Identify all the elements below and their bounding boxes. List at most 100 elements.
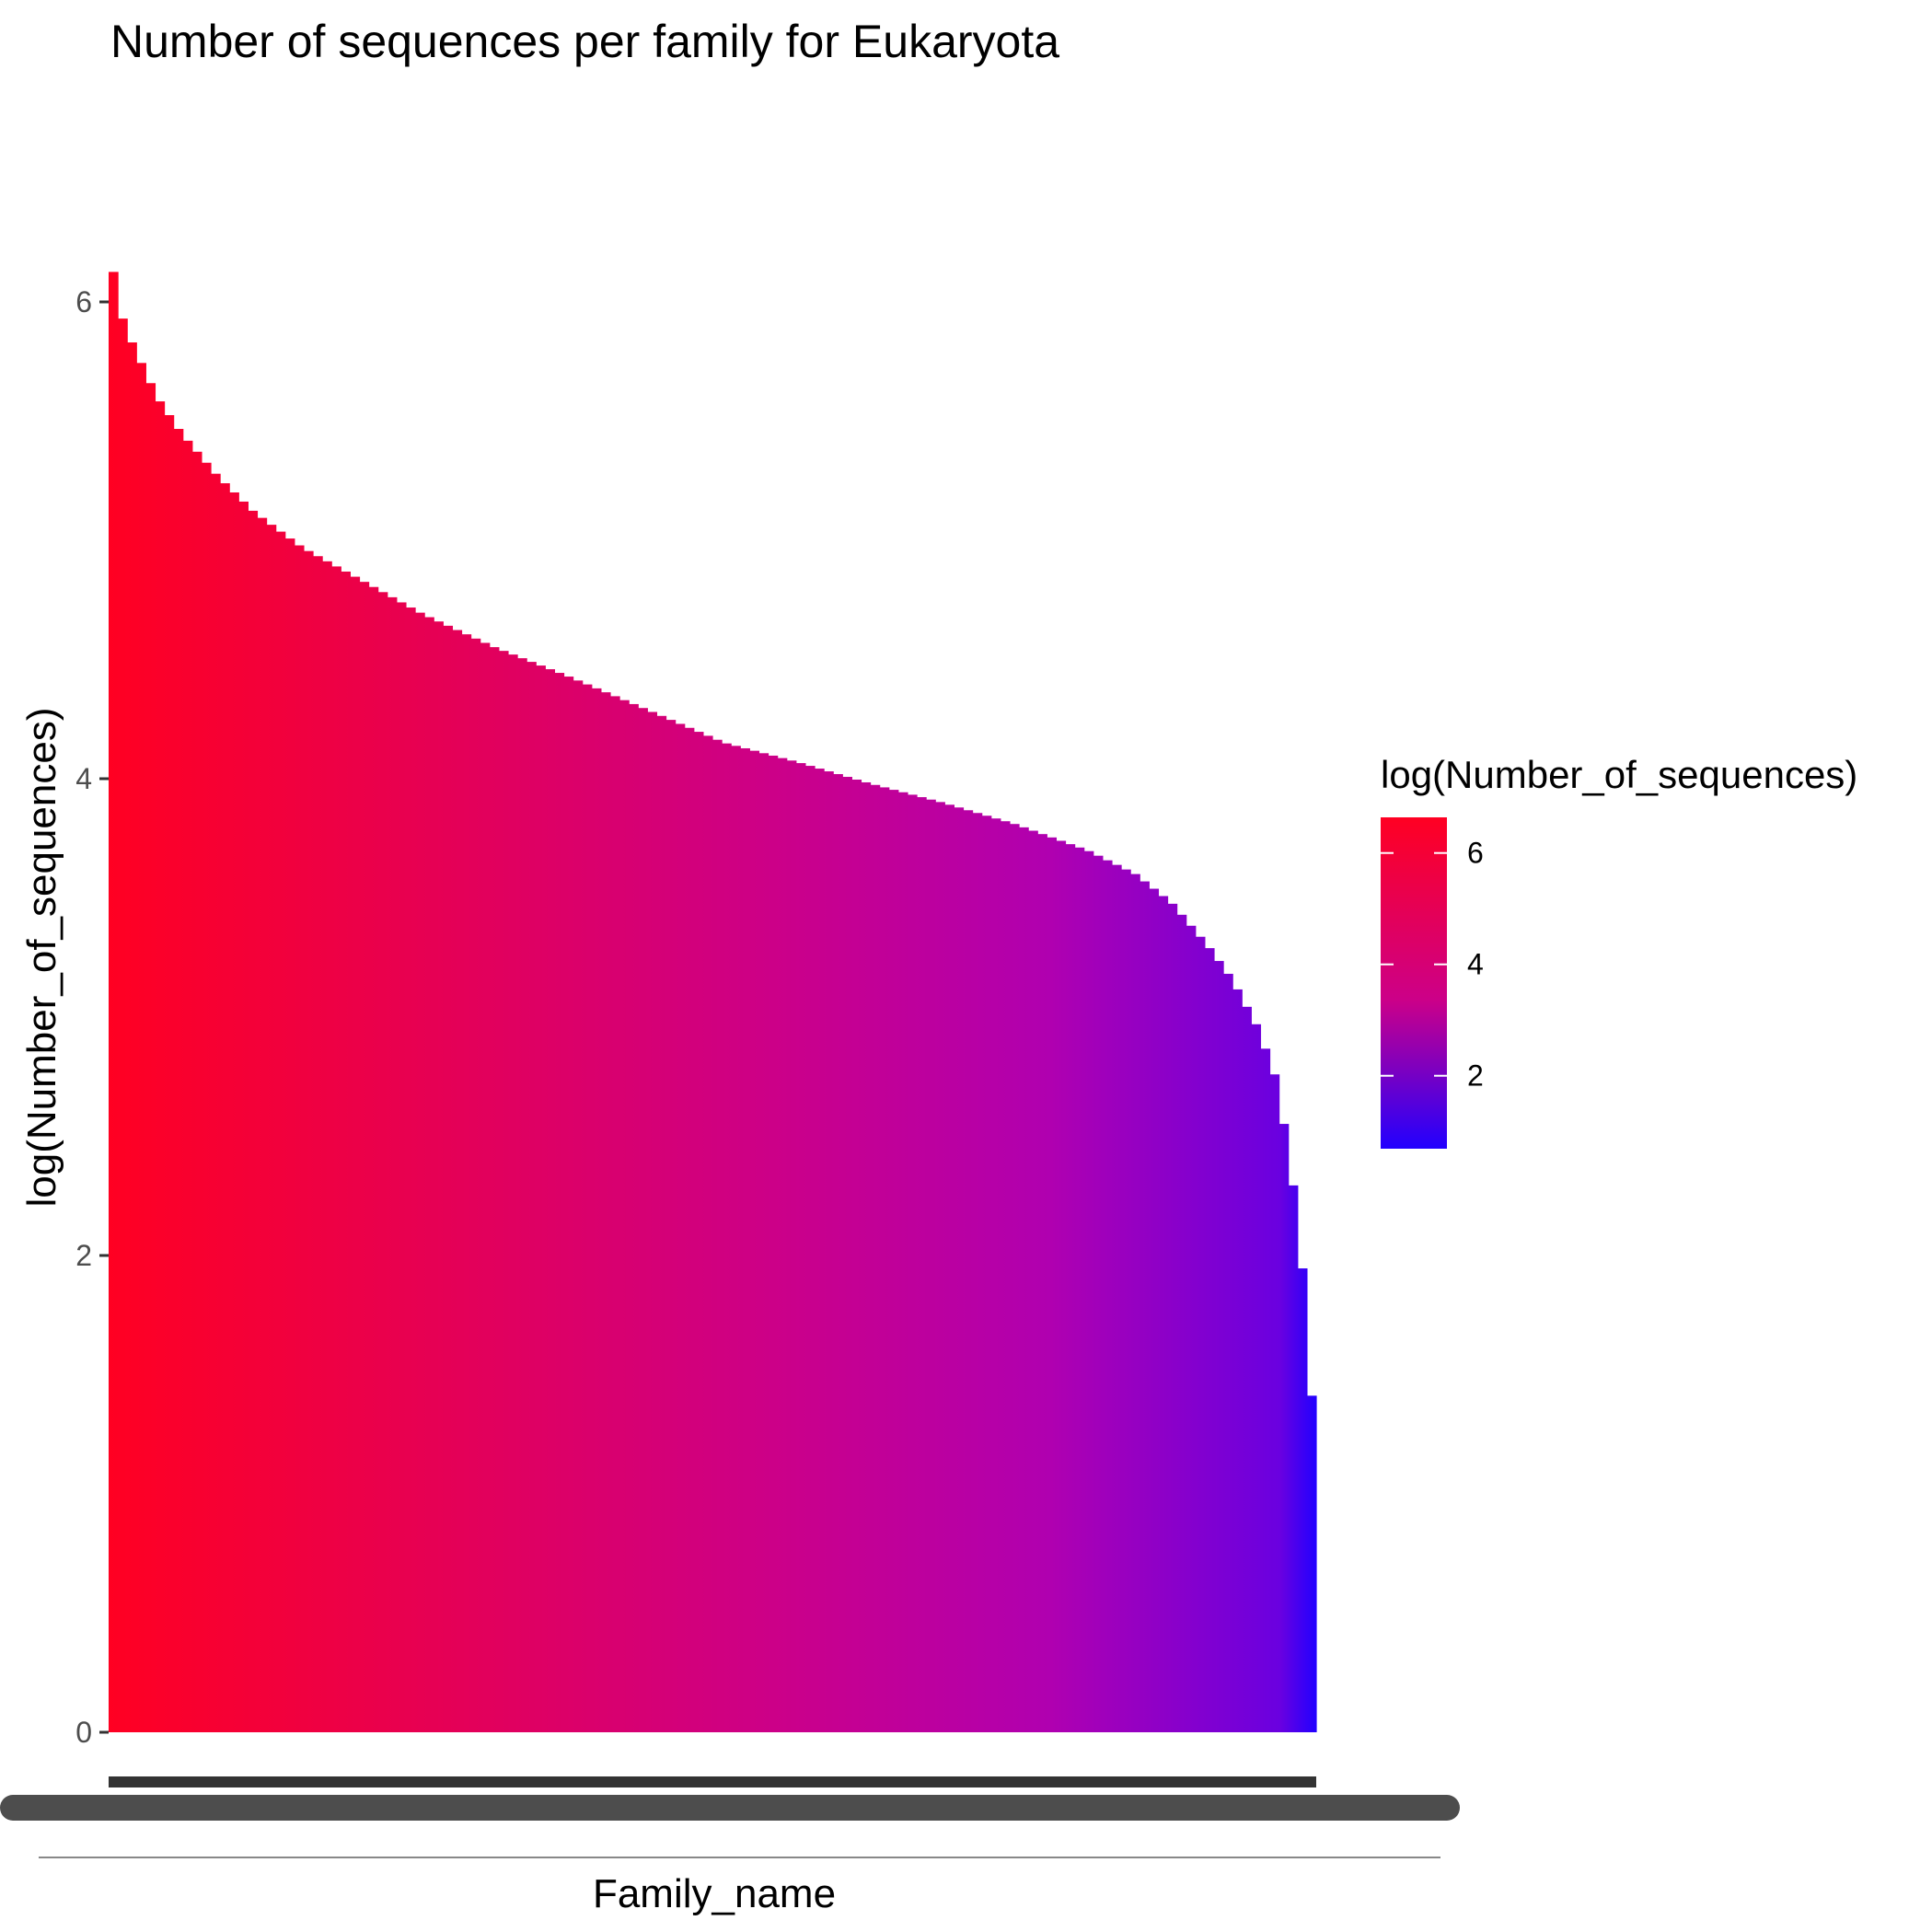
bar <box>341 571 351 1732</box>
bar <box>815 769 825 1732</box>
legend-label: 4 <box>1467 948 1484 981</box>
bar <box>1186 925 1197 1732</box>
bar <box>944 804 954 1732</box>
legend-label: 2 <box>1467 1059 1484 1093</box>
bar <box>777 758 788 1732</box>
bar <box>629 703 639 1733</box>
bar <box>1242 1006 1252 1732</box>
bar <box>609 696 620 1732</box>
bar <box>443 625 454 1732</box>
bar <box>1074 847 1085 1732</box>
bar <box>405 607 416 1732</box>
bar <box>498 651 509 1732</box>
bar <box>804 766 816 1732</box>
bar <box>563 677 574 1732</box>
bar <box>377 592 388 1732</box>
legend-title: log(Number_of_sequences) <box>1381 753 1857 796</box>
bar <box>127 342 137 1732</box>
bar <box>322 561 332 1732</box>
bar <box>917 797 927 1732</box>
bar <box>972 813 983 1732</box>
bar <box>1167 903 1178 1732</box>
bar <box>275 531 286 1732</box>
bar <box>526 662 537 1732</box>
bar <box>452 630 463 1732</box>
bar <box>758 753 769 1732</box>
bar <box>1288 1185 1299 1732</box>
bar <box>164 415 175 1732</box>
bar <box>118 318 128 1732</box>
bar <box>1047 837 1058 1732</box>
bar <box>1269 1074 1280 1732</box>
legend: 6 4 2 <box>1381 837 1484 1093</box>
bar <box>303 550 314 1733</box>
y-tick-label: 2 <box>75 1239 92 1272</box>
bar <box>424 617 434 1732</box>
bar <box>461 634 472 1732</box>
y-tick-label: 6 <box>75 285 92 318</box>
bar <box>582 684 593 1732</box>
bar <box>434 621 444 1733</box>
bar <box>619 700 630 1733</box>
bar <box>833 774 843 1732</box>
bar <box>573 680 584 1732</box>
bar <box>480 642 491 1733</box>
x-axis-title: Family_name <box>593 1871 836 1916</box>
bar <box>861 781 872 1732</box>
bar <box>1149 888 1160 1732</box>
bar <box>136 363 146 1733</box>
legend-colorbar <box>1381 817 1447 1149</box>
chart-title: Number of sequences per family for Eukar… <box>110 16 1059 67</box>
bar <box>702 735 713 1732</box>
bar <box>1102 860 1113 1732</box>
bar <box>954 807 965 1732</box>
bar <box>220 483 230 1732</box>
bar <box>201 462 212 1733</box>
bar <box>182 440 193 1732</box>
bar <box>211 473 221 1733</box>
bar <box>266 525 277 1732</box>
bar <box>517 658 527 1732</box>
bar <box>842 777 852 1732</box>
x-tick-marks <box>109 1776 1316 1787</box>
bar <box>1065 844 1076 1732</box>
bar <box>1130 873 1140 1732</box>
bar <box>1028 830 1038 1732</box>
y-tick-label: 0 <box>75 1716 92 1749</box>
bar <box>545 669 556 1732</box>
bar <box>248 510 259 1733</box>
bar <box>935 802 945 1732</box>
bar <box>981 816 992 1732</box>
bar <box>591 688 602 1732</box>
bar <box>1251 1024 1262 1732</box>
bar <box>1019 827 1029 1732</box>
bar <box>1083 850 1094 1732</box>
bar <box>368 586 379 1732</box>
bar <box>647 711 658 1732</box>
bar <box>1260 1048 1271 1732</box>
bar <box>1306 1395 1317 1732</box>
bar <box>1213 961 1224 1732</box>
bar <box>1176 914 1187 1732</box>
x-tick-labels <box>0 1795 1460 1821</box>
bar <box>786 760 797 1732</box>
bar <box>229 492 239 1732</box>
bar <box>1158 896 1169 1732</box>
bar <box>879 787 890 1733</box>
bar <box>387 596 398 1732</box>
bar <box>638 708 648 1733</box>
bar <box>294 545 305 1732</box>
bar <box>749 750 760 1732</box>
bar <box>888 790 899 1732</box>
bar <box>1223 973 1233 1732</box>
bar <box>359 582 370 1732</box>
bar <box>350 576 361 1732</box>
bar <box>470 638 481 1732</box>
bar <box>284 538 295 1732</box>
bar <box>489 647 500 1732</box>
bar <box>396 602 407 1733</box>
bar <box>1056 840 1067 1732</box>
bar <box>507 654 518 1732</box>
bar <box>740 747 750 1732</box>
bar <box>712 739 723 1733</box>
